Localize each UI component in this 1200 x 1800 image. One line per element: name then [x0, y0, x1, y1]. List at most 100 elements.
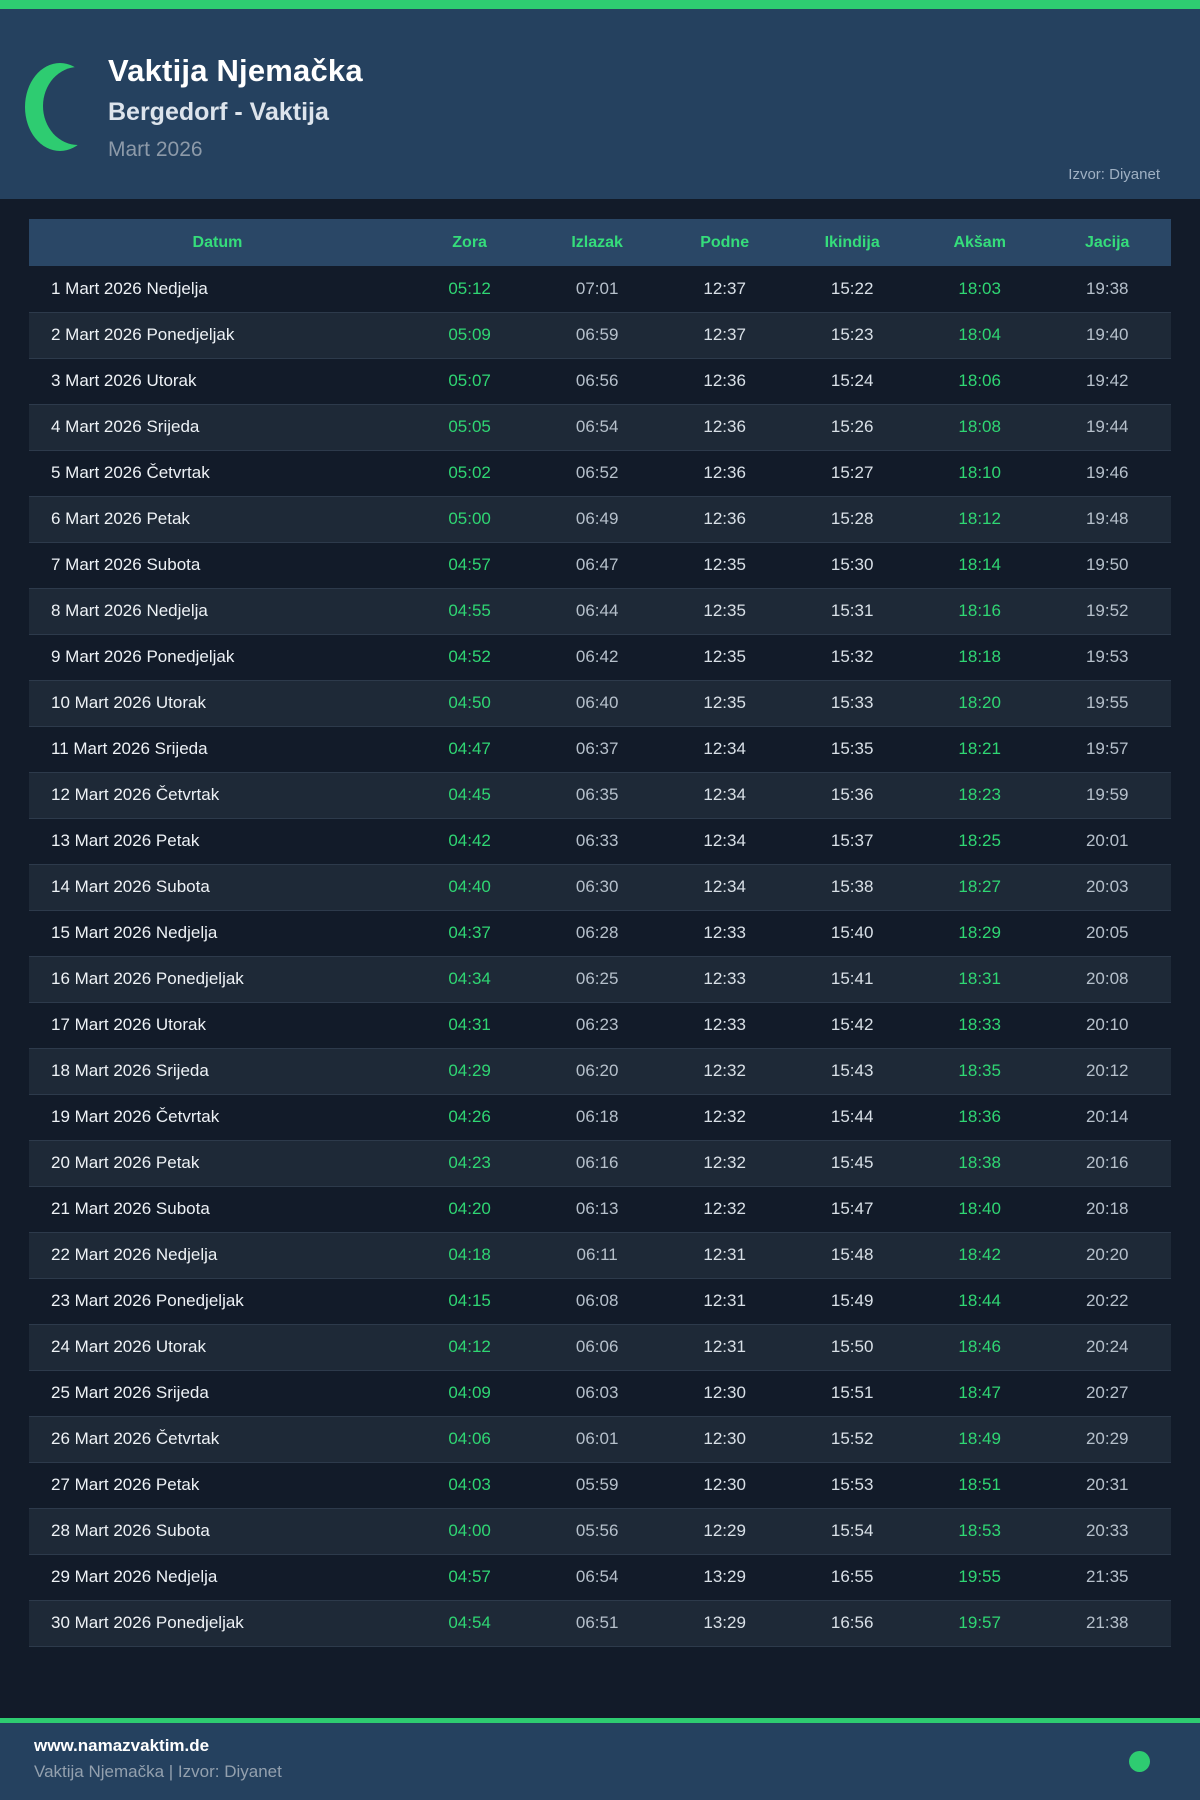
date-cell: 21 Mart 2026 Subota [51, 1199, 210, 1218]
podne-cell: 12:32 [660, 1047, 789, 1095]
date-cell: 18 Mart 2026 Srijeda [29, 1047, 406, 1095]
aksam-cell: 18:03 [958, 278, 1001, 298]
ikindija-cell: 15:47 [830, 1199, 874, 1218]
ikindija-cell: 15:37 [830, 831, 874, 850]
date-cell: 14 Mart 2026 Subota [29, 863, 406, 911]
zora-cell: 05:12 [448, 278, 491, 298]
page-footer: www.namazvaktim.de Vaktija Njemačka | Iz… [0, 1723, 1200, 1800]
izlazak-cell: 06:18 [575, 1107, 619, 1126]
table-row: 24 Mart 2026 Utorak 04:12 06:06 12:31 15… [29, 1323, 1171, 1371]
ikindija-cell: 15:36 [788, 771, 916, 819]
table-row: 12 Mart 2026 Četvrtak 04:45 06:35 12:34 … [29, 771, 1171, 819]
table-row: 3 Mart 2026 Utorak 05:07 06:56 12:36 15:… [29, 358, 1171, 404]
podne-cell: 12:37 [660, 311, 789, 359]
ikindija-cell: 15:53 [830, 1475, 874, 1494]
jacija-cell: 19:48 [1043, 495, 1171, 543]
aksam-cell: 18:36 [958, 1107, 1001, 1126]
jacija-cell: 20:14 [1085, 1107, 1129, 1126]
table-row: 15 Mart 2026 Nedjelja 04:37 06:28 12:33 … [29, 910, 1171, 956]
date-cell: 1 Mart 2026 Nedjelja [51, 278, 208, 298]
ikindija-cell: 15:28 [788, 495, 916, 543]
izlazak-cell: 06:33 [575, 831, 619, 850]
jacija-cell: 19:55 [1043, 679, 1171, 727]
jacija-cell: 19:53 [1085, 647, 1129, 666]
column-header-jacija: Jacija [1043, 219, 1171, 266]
zora-cell: 04:52 [448, 647, 491, 666]
table-row: 16 Mart 2026 Ponedjeljak 04:34 06:25 12:… [29, 955, 1171, 1003]
izlazak-cell: 06:56 [575, 371, 619, 390]
date-cell: 16 Mart 2026 Ponedjeljak [29, 955, 406, 1003]
jacija-cell: 20:12 [1043, 1047, 1171, 1095]
izlazak-cell: 06:54 [533, 403, 661, 451]
podne-cell: 12:34 [660, 863, 789, 911]
date-cell: 9 Mart 2026 Ponedjeljak [51, 647, 235, 666]
column-header-podne: Podne [660, 219, 789, 266]
times-table-body: 1 Mart 2026 Nedjelja 05:12 07:01 12:37 1… [29, 266, 1171, 1647]
ikindija-cell: 16:56 [788, 1599, 916, 1647]
ikindija-cell: 15:23 [788, 311, 916, 359]
table-row: 17 Mart 2026 Utorak 04:31 06:23 12:33 15… [29, 1002, 1171, 1048]
zora-cell: 04:06 [405, 1415, 534, 1463]
jacija-cell: 20:22 [1085, 1291, 1129, 1310]
ikindija-cell: 15:35 [830, 739, 874, 758]
podne-cell: 12:30 [660, 1415, 789, 1463]
top-accent-bar [0, 0, 1200, 9]
jacija-cell: 19:40 [1043, 311, 1171, 359]
jacija-cell: 21:38 [1043, 1599, 1171, 1647]
website-link[interactable]: www.namazvaktim.de [34, 1736, 210, 1755]
aksam-cell: 18:14 [958, 555, 1001, 574]
table-head: Datum Zora Izlazak Podne Ikindija Akšam … [29, 219, 1171, 266]
status-dot-icon [1129, 1751, 1150, 1772]
crescent-moon-icon [22, 59, 100, 155]
izlazak-cell: 05:56 [533, 1507, 661, 1555]
izlazak-cell: 06:25 [533, 955, 661, 1003]
date-cell: 10 Mart 2026 Utorak [29, 679, 406, 727]
zora-cell: 04:45 [405, 771, 534, 819]
ikindija-cell: 16:55 [830, 1567, 874, 1586]
izlazak-cell: 06:51 [533, 1599, 661, 1647]
ikindija-cell: 15:49 [830, 1291, 874, 1310]
ikindija-cell: 15:31 [788, 587, 916, 635]
date-cell: 28 Mart 2026 Subota [29, 1507, 406, 1555]
podne-cell: 12:36 [660, 403, 789, 451]
podne-cell: 13:29 [703, 1567, 746, 1586]
jacija-cell: 20:33 [1043, 1507, 1171, 1555]
izlazak-cell: 06:40 [533, 679, 661, 727]
zora-cell: 04:03 [448, 1475, 491, 1494]
jacija-cell: 19:50 [1085, 555, 1129, 574]
aksam-cell: 18:06 [958, 371, 1001, 390]
zora-cell: 04:37 [448, 923, 491, 942]
podne-cell: 12:30 [703, 1383, 746, 1402]
jacija-cell: 19:38 [1085, 278, 1129, 298]
date-cell: 5 Mart 2026 Četvrtak [51, 463, 210, 482]
jacija-cell: 20:05 [1085, 923, 1129, 942]
zora-cell: 04:55 [405, 587, 534, 635]
podne-cell: 12:35 [703, 555, 746, 574]
zora-cell: 04:29 [405, 1047, 534, 1095]
izlazak-cell: 06:03 [575, 1383, 619, 1402]
date-cell: 3 Mart 2026 Utorak [51, 371, 197, 390]
column-header-izlazak: Izlazak [533, 219, 661, 266]
podne-cell: 12:32 [703, 1199, 746, 1218]
izlazak-cell: 06:49 [533, 495, 661, 543]
aksam-cell: 18:53 [915, 1507, 1044, 1555]
column-header-ikindija: Ikindija [788, 219, 916, 266]
table-row: 27 Mart 2026 Petak 04:03 05:59 12:30 15:… [29, 1462, 1171, 1508]
izlazak-cell: 06:42 [575, 647, 619, 666]
izlazak-cell: 06:47 [575, 555, 619, 574]
izlazak-cell: 06:11 [533, 1231, 661, 1279]
date-cell: 6 Mart 2026 Petak [29, 495, 406, 543]
table-row: 8 Mart 2026 Nedjelja 04:55 06:44 12:35 1… [29, 587, 1171, 635]
izlazak-cell: 06:13 [575, 1199, 619, 1218]
zora-cell: 05:05 [405, 403, 534, 451]
aksam-cell: 18:46 [915, 1323, 1044, 1371]
zora-cell: 04:50 [405, 679, 534, 727]
jacija-cell: 20:16 [1043, 1139, 1171, 1187]
podne-cell: 12:36 [660, 495, 789, 543]
jacija-cell: 19:59 [1043, 771, 1171, 819]
footer-tagline: Vaktija Njemačka | Izvor: Diyanet [34, 1762, 282, 1781]
table-row: 13 Mart 2026 Petak 04:42 06:33 12:34 15:… [29, 818, 1171, 864]
izlazak-cell: 06:23 [575, 1015, 619, 1034]
footer-accent-line [0, 1718, 1200, 1723]
zora-cell: 04:57 [448, 1567, 491, 1586]
